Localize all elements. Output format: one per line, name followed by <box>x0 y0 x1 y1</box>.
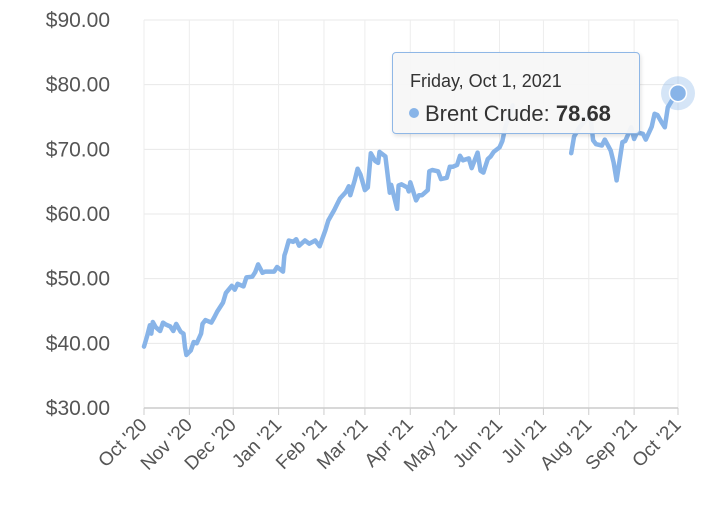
x-tick-label: Sep '21 <box>582 415 642 475</box>
gridlines <box>143 19 679 408</box>
y-axis: $90.00 $80.00 $70.00 $60.00 $50.00 $40.00 $30.… <box>46 9 110 420</box>
y-tick-label: $30.00 <box>46 397 110 420</box>
highlight-marker[interactable] <box>661 76 695 111</box>
tooltip-series-row: Brent Crude: 78.68 <box>409 101 611 127</box>
y-tick-label: $50.00 <box>46 268 110 291</box>
y-tick-label: $90.00 <box>46 9 110 32</box>
tooltip-date: Friday, Oct 1, 2021 <box>410 71 562 91</box>
chart-tooltip: Friday, Oct 1, 2021 Brent Crude: 78.68 <box>392 52 640 134</box>
x-tick-label: Jun '21 <box>449 415 507 473</box>
series-line <box>141 103 515 358</box>
highlight-point <box>668 83 688 103</box>
y-tick-label: $70.00 <box>46 138 110 161</box>
x-tick-label: Oct '21 <box>629 415 686 472</box>
tooltip-value: 78.68 <box>555 101 611 126</box>
y-tick-label: $80.00 <box>46 74 110 97</box>
tooltip-series-label: Brent Crude: <box>425 101 550 126</box>
y-tick-label: $60.00 <box>46 203 110 226</box>
y-tick-label: $40.00 <box>46 332 110 355</box>
series-dot-icon <box>409 108 419 119</box>
